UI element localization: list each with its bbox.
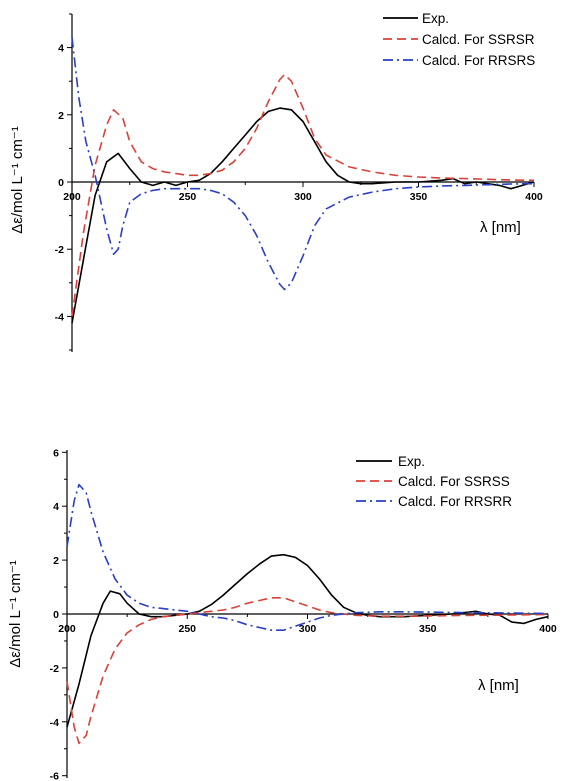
y-axis-label: Δε/mol L⁻¹ cm⁻¹ xyxy=(7,560,24,668)
x-axis-label: λ [nm] xyxy=(478,677,519,694)
legend-label-1: Exp. xyxy=(422,11,449,26)
x-axis-label: λ [nm] xyxy=(480,219,521,236)
series-line-1 xyxy=(66,553,549,728)
x-tick-label: 250 xyxy=(178,623,196,635)
y-tick-label: 2 xyxy=(58,110,64,122)
y-tick-label: -4 xyxy=(50,717,59,729)
series-line-1 xyxy=(71,107,535,324)
y-tick-label: -6 xyxy=(50,771,59,781)
legend-label-3: Calcd. For RRSRR xyxy=(398,494,512,509)
x-tick-label: 250 xyxy=(179,191,197,203)
x-tick-label: 300 xyxy=(299,623,317,635)
series-line-3 xyxy=(71,37,535,291)
legend-label-2: Calcd. For SSRSR xyxy=(422,32,535,47)
legend-label-1: Exp. xyxy=(398,454,425,469)
x-tick-label: 300 xyxy=(294,191,312,203)
legend-label-2: Calcd. For SSRSS xyxy=(398,474,510,489)
y-tick-label: 0 xyxy=(53,609,59,621)
y-tick-label: 6 xyxy=(53,447,59,459)
y-tick-label: 4 xyxy=(53,501,59,513)
x-tick-label: 350 xyxy=(410,191,428,203)
y-tick-label: -2 xyxy=(50,663,59,675)
series-line-2 xyxy=(71,73,535,317)
series-line-2 xyxy=(66,597,549,745)
y-tick-label: 2 xyxy=(53,555,59,567)
y-axis-label: Δε/mol L⁻¹ cm⁻¹ xyxy=(9,126,26,234)
series-line-3 xyxy=(66,483,549,631)
x-tick-label: 200 xyxy=(58,623,76,635)
x-tick-label: 350 xyxy=(419,623,437,635)
y-tick-label: -4 xyxy=(55,311,64,323)
chart-top: -4 -2 0 2 4 200 250 300 350 400 Exp. Calcd. For SSR… xyxy=(9,11,543,352)
chart-bottom: -6 -4 -2 0 2 4 6 200 250 300 350 400 Exp. Calcd. For … xyxy=(7,447,557,781)
x-tick-label: 400 xyxy=(525,191,543,203)
legend-label-3: Calcd. For RRSRS xyxy=(422,53,535,68)
y-tick-label: 0 xyxy=(58,177,64,189)
y-tick-label: 4 xyxy=(58,43,64,55)
x-tick-label: 200 xyxy=(63,191,81,203)
x-tick-label: 400 xyxy=(539,623,557,635)
y-tick-label: -2 xyxy=(55,244,64,256)
